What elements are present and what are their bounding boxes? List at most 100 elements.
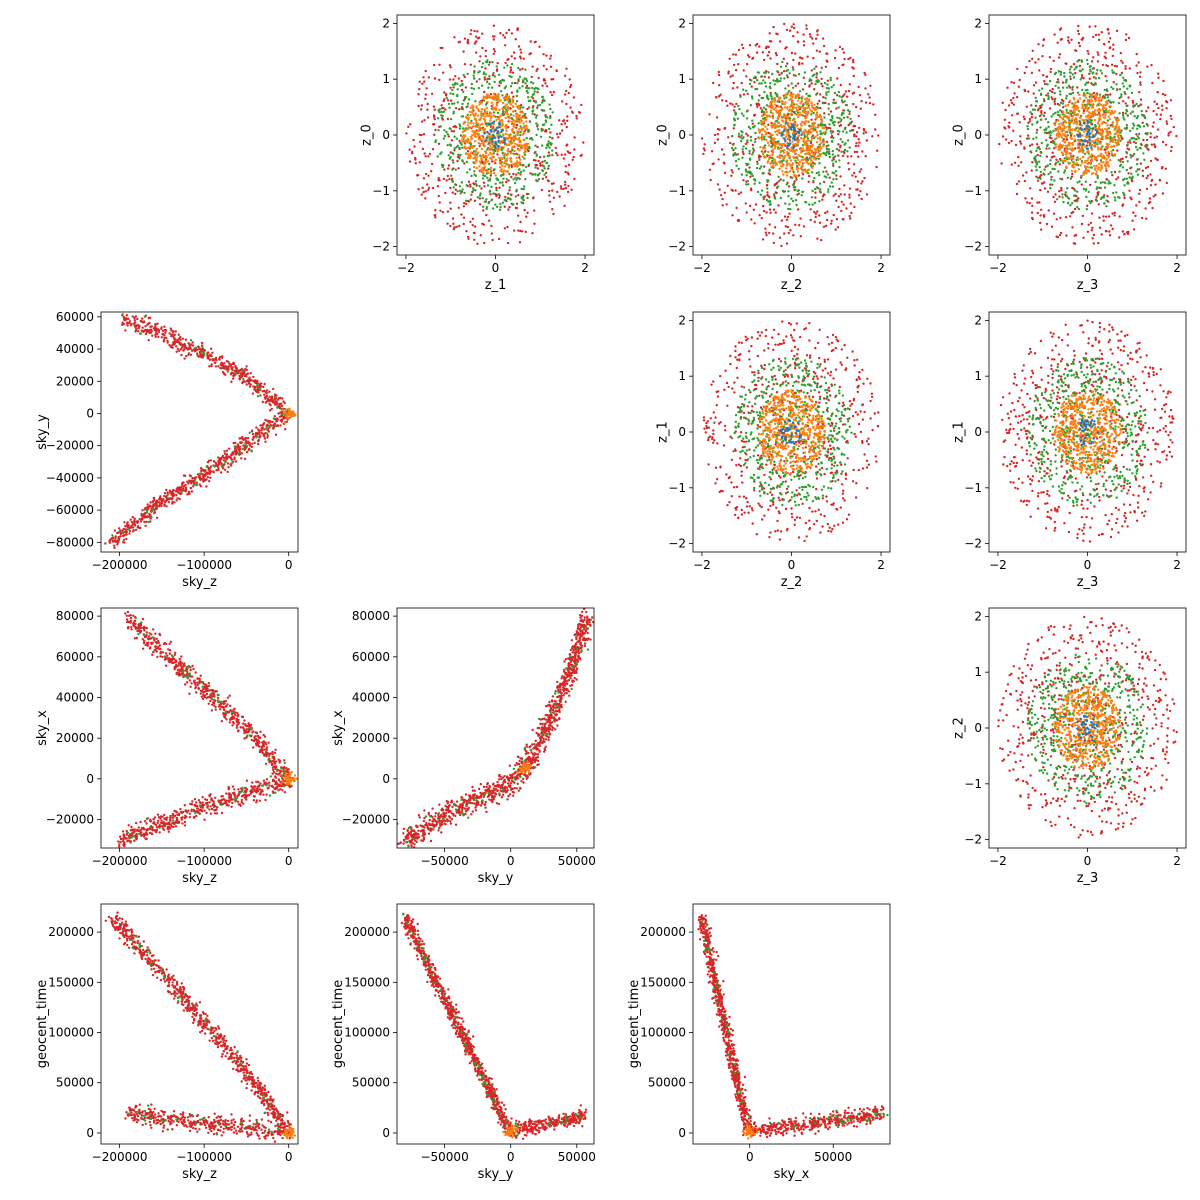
scatter-point — [495, 65, 498, 68]
scatter-point — [1114, 125, 1117, 128]
scatter-point — [446, 144, 449, 147]
scatter-point — [491, 104, 494, 107]
scatter-point — [818, 221, 822, 224]
scatter-point — [1030, 112, 1034, 116]
scatter-point — [407, 125, 410, 128]
scatter-point — [1113, 116, 1117, 119]
scatter-point — [750, 172, 753, 176]
scatter-point — [817, 157, 820, 160]
scatter-point — [1118, 170, 1121, 173]
scatter-point — [849, 129, 852, 133]
scatter-point — [765, 234, 768, 237]
scatter-point — [1056, 235, 1060, 239]
scatter-point — [491, 121, 494, 125]
scatter-point — [769, 139, 772, 143]
scatter-point — [783, 138, 786, 141]
scatter-point — [427, 76, 430, 79]
scatter-point — [1090, 229, 1094, 232]
scatter-point — [782, 151, 785, 154]
scatter-point — [807, 151, 811, 155]
scatter-point — [708, 168, 712, 171]
scatter-point — [522, 80, 525, 83]
scatter-point — [466, 102, 470, 105]
scatter-point — [760, 165, 763, 168]
scatter-point — [442, 177, 446, 181]
scatter-point — [497, 122, 501, 125]
scatter-point — [527, 96, 530, 99]
scatter-point — [1010, 139, 1013, 143]
scatter-point — [1031, 123, 1034, 126]
scatter-point — [819, 188, 822, 191]
scatter-point — [491, 95, 494, 99]
scatter-point — [1080, 38, 1083, 41]
scatter-point — [745, 174, 748, 177]
scatter-point — [515, 123, 519, 127]
scatter-point — [519, 144, 523, 147]
scatter-point — [572, 155, 575, 159]
scatter-point — [1115, 72, 1118, 76]
scatter-point — [568, 78, 571, 81]
scatter-point — [720, 148, 724, 151]
scatter-point — [1098, 226, 1102, 229]
scatter-point — [520, 126, 523, 130]
scatter-point — [758, 103, 761, 107]
scatter-point — [1053, 91, 1056, 95]
scatter-point — [450, 102, 454, 105]
scatter-point — [801, 171, 804, 174]
scatter-point — [1040, 111, 1043, 114]
scatter-point — [1021, 174, 1025, 177]
scatter-point — [509, 70, 512, 74]
scatter-point — [1086, 141, 1090, 144]
scatter-point — [518, 149, 521, 152]
scatter-point — [784, 87, 787, 90]
scatter-point — [1066, 187, 1069, 190]
scatter-point — [786, 107, 789, 110]
scatter-point — [1088, 101, 1091, 104]
scatter-point — [852, 67, 855, 70]
scatter-point — [775, 133, 779, 136]
scatter-point — [1055, 218, 1059, 221]
scatter-point — [469, 106, 472, 109]
scatter-point — [521, 106, 525, 109]
scatter-point — [795, 148, 798, 152]
scatter-point — [495, 94, 499, 97]
scatter-point — [569, 85, 572, 89]
scatter-point — [1086, 162, 1089, 165]
scatter-point — [816, 106, 820, 110]
scatter-point — [451, 191, 454, 194]
scatter-point — [1052, 212, 1056, 215]
scatter-point — [463, 62, 467, 66]
scatter-point — [544, 128, 548, 132]
scatter-point — [474, 180, 478, 183]
scatter-point — [474, 189, 477, 192]
scatter-point — [1069, 77, 1072, 81]
scatter-point — [488, 111, 492, 114]
scatter-point — [469, 135, 473, 138]
scatter-point — [732, 148, 735, 152]
scatter-point — [773, 226, 777, 229]
scatter-point — [731, 87, 735, 90]
scatter-point — [1108, 46, 1112, 49]
scatter-point — [751, 147, 755, 150]
scatter-point — [1118, 112, 1121, 115]
scatter-point — [1046, 144, 1049, 148]
scatter-point — [1085, 168, 1088, 171]
scatter-point — [795, 113, 798, 117]
scatter-point — [516, 82, 519, 85]
scatter-point — [788, 72, 791, 75]
scatter-point — [507, 208, 510, 211]
scatter-point — [533, 209, 536, 212]
scatter-point — [446, 167, 450, 170]
scatter-point — [1076, 29, 1080, 33]
scatter-point — [1154, 183, 1157, 186]
scatter-point — [1026, 134, 1030, 137]
scatter-point — [1105, 169, 1108, 172]
scatter-point — [822, 96, 825, 99]
scatter-point — [476, 156, 479, 159]
scatter-point — [865, 139, 868, 142]
scatter-point — [497, 92, 500, 96]
scatter-point — [1140, 113, 1144, 117]
scatter-point — [1050, 225, 1054, 228]
scatter-point — [418, 80, 421, 83]
scatter-point — [703, 143, 706, 146]
